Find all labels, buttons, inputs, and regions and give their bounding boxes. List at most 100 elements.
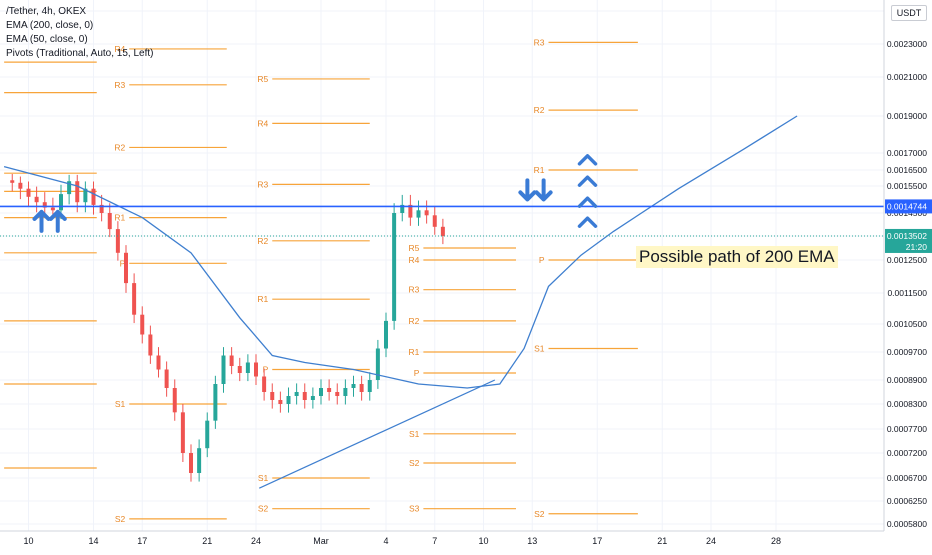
candle-39 bbox=[327, 379, 331, 400]
candle-12 bbox=[108, 203, 112, 237]
candle-body-40 bbox=[335, 392, 339, 396]
pivot-label-2-R3: R3 bbox=[257, 179, 268, 189]
candle-body-32 bbox=[270, 392, 274, 400]
candle-35 bbox=[295, 383, 299, 404]
y-tick-label-15: 0.0017000 bbox=[887, 148, 927, 158]
pivot-label-4-S2: S2 bbox=[534, 509, 545, 519]
pivot-label-1-R1: R1 bbox=[114, 213, 125, 223]
candle-body-41 bbox=[343, 388, 347, 396]
candle-50 bbox=[417, 200, 421, 225]
candle-13 bbox=[116, 221, 120, 260]
candle-body-2 bbox=[27, 189, 31, 197]
candle-1 bbox=[18, 177, 22, 200]
arrow-up-0 bbox=[35, 212, 49, 231]
y-tick-label-17: 0.0021000 bbox=[887, 72, 927, 82]
candle-body-38 bbox=[319, 388, 323, 396]
pivot-label-3-R2: R2 bbox=[409, 316, 420, 326]
x-tick-label-2: 17 bbox=[137, 536, 147, 546]
x-tick-label-3: 21 bbox=[202, 536, 212, 546]
candle-body-17 bbox=[148, 335, 152, 356]
candle-26 bbox=[222, 347, 226, 393]
pivot-label-2-S2: S2 bbox=[258, 504, 269, 514]
candle-19 bbox=[165, 361, 169, 396]
candle-36 bbox=[303, 383, 307, 408]
resistance-tag: 0.0014744 bbox=[887, 201, 927, 211]
candle-body-15 bbox=[132, 283, 136, 315]
x-tick-label-4: 24 bbox=[251, 536, 261, 546]
candle-45 bbox=[376, 340, 380, 389]
pivot-label-3-R3: R3 bbox=[409, 285, 420, 295]
chevron-up-0 bbox=[580, 156, 596, 164]
x-tick-label-1: 14 bbox=[88, 536, 98, 546]
annotation-note[interactable]: Possible path of 200 EMA bbox=[636, 246, 838, 268]
y-tick-label-18: 0.0023000 bbox=[887, 39, 927, 49]
candle-42 bbox=[352, 376, 356, 397]
y-tick-label-6: 0.0008900 bbox=[887, 375, 927, 385]
candle-body-0 bbox=[10, 180, 14, 183]
pivot-label-3-R5: R5 bbox=[409, 243, 420, 253]
candle-22 bbox=[189, 444, 193, 481]
candle-52 bbox=[433, 206, 437, 235]
pivot-label-2-R4: R4 bbox=[257, 118, 268, 128]
candle-body-13 bbox=[116, 229, 120, 253]
candle-body-39 bbox=[327, 388, 331, 392]
x-tick-label-13: 28 bbox=[771, 536, 781, 546]
y-tick-label-2: 0.0006700 bbox=[887, 473, 927, 483]
candle-body-34 bbox=[287, 396, 291, 404]
candle-24 bbox=[205, 412, 209, 457]
arrow-down-1 bbox=[537, 180, 551, 199]
candle-23 bbox=[197, 439, 201, 481]
pivot-label-2-P: P bbox=[263, 365, 269, 375]
y-tick-label-9: 0.0011500 bbox=[887, 288, 927, 298]
candle-body-35 bbox=[295, 392, 299, 396]
legend-symbol[interactable]: /Tether, 4h, OKEX bbox=[6, 5, 153, 19]
candle-body-10 bbox=[92, 189, 96, 205]
candle-20 bbox=[173, 379, 177, 420]
x-tick-label-7: 7 bbox=[432, 536, 437, 546]
candle-15 bbox=[132, 273, 136, 323]
x-tick-label-10: 17 bbox=[592, 536, 602, 546]
y-tick-label-13: 0.0015500 bbox=[887, 181, 927, 191]
candle-body-24 bbox=[205, 421, 209, 449]
candle-body-6 bbox=[59, 194, 63, 210]
pivot-label-3-S3: S3 bbox=[409, 504, 420, 514]
candle-16 bbox=[140, 306, 144, 343]
candle-32 bbox=[270, 383, 274, 408]
candle-33 bbox=[278, 392, 282, 413]
x-tick-label-8: 10 bbox=[478, 536, 488, 546]
candle-body-28 bbox=[238, 366, 242, 373]
currency-selector[interactable]: USDT bbox=[891, 5, 927, 21]
y-tick-label-5: 0.0008300 bbox=[887, 399, 927, 409]
candle-48 bbox=[400, 195, 404, 221]
x-tick-label-6: 4 bbox=[383, 536, 388, 546]
legend-pivots[interactable]: Pivots (Traditional, Auto, 15, Left) bbox=[6, 47, 153, 61]
candle-7 bbox=[67, 175, 71, 204]
candle-body-14 bbox=[124, 253, 128, 283]
candle-34 bbox=[287, 388, 291, 413]
x-tick-label-5: Mar bbox=[313, 536, 329, 546]
pivot-label-1-S2: S2 bbox=[115, 514, 126, 524]
candle-body-26 bbox=[222, 356, 226, 385]
candle-body-53 bbox=[441, 227, 445, 236]
y-tick-label-14: 0.0016500 bbox=[887, 165, 927, 175]
pivot-label-4-R3: R3 bbox=[534, 37, 545, 47]
legend: /Tether, 4h, OKEX EMA (200, close, 0) EM… bbox=[6, 5, 153, 61]
candle-body-19 bbox=[165, 370, 169, 389]
candle-47 bbox=[392, 203, 396, 330]
candle-body-42 bbox=[352, 384, 356, 388]
x-tick-label-9: 13 bbox=[527, 536, 537, 546]
candle-body-5 bbox=[51, 208, 55, 211]
pivot-levels: R3R2R1PS1S2S3S4S5R5R4R3R2R1PS1S2R5R4R3R2… bbox=[0, 0, 638, 524]
candle-body-23 bbox=[197, 448, 201, 473]
pivot-label-1-R2: R2 bbox=[114, 142, 125, 152]
candle-46 bbox=[384, 313, 388, 357]
y-tick-label-1: 0.0006250 bbox=[887, 496, 927, 506]
legend-ema50[interactable]: EMA (50, close, 0) bbox=[6, 33, 153, 47]
pivot-label-2-S1: S1 bbox=[258, 473, 269, 483]
legend-ema200[interactable]: EMA (200, close, 0) bbox=[6, 19, 153, 33]
pivot-label-4-R1: R1 bbox=[534, 165, 545, 175]
candle-3 bbox=[35, 187, 39, 213]
